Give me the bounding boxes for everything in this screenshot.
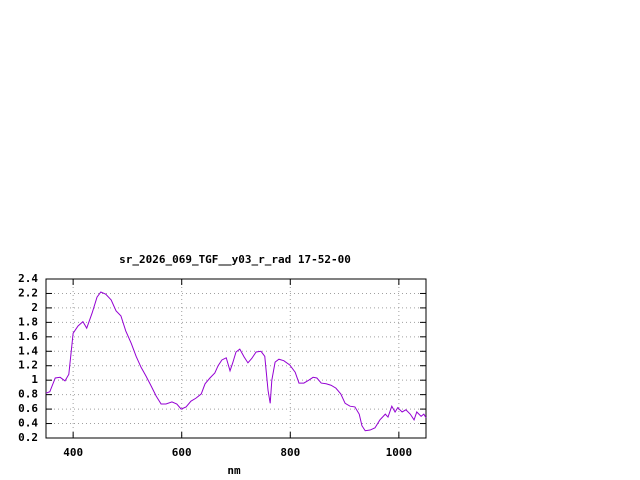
y-tick-label: 0.4: [18, 417, 38, 430]
y-tick-label: 2.4: [18, 272, 38, 285]
y-tick-label: 1.6: [18, 330, 38, 343]
y-tick-label: 0.6: [18, 402, 38, 415]
y-tick-label: 0.8: [18, 388, 38, 401]
y-tick-label: 1.8: [18, 315, 38, 328]
y-tick-label: 1.2: [18, 359, 38, 372]
x-tick-label: 400: [63, 446, 83, 459]
chart-title: sr_2026_069_TGF__y03_r_rad 17-52-00: [119, 253, 351, 266]
plot-border: [45, 278, 427, 439]
y-tick-label: 2.2: [18, 286, 38, 299]
x-axis-label: nm: [227, 464, 241, 477]
data-line: [45, 291, 427, 432]
y-tick-label: 1: [31, 373, 38, 386]
y-tick-label: 0.2: [18, 431, 38, 444]
y-tick-label: 2: [31, 301, 38, 314]
y-tick-label: 1.4: [18, 344, 38, 357]
x-tick-label: 1000: [386, 446, 413, 459]
x-tick-label: 600: [172, 446, 192, 459]
x-tick-label: 800: [280, 446, 300, 459]
